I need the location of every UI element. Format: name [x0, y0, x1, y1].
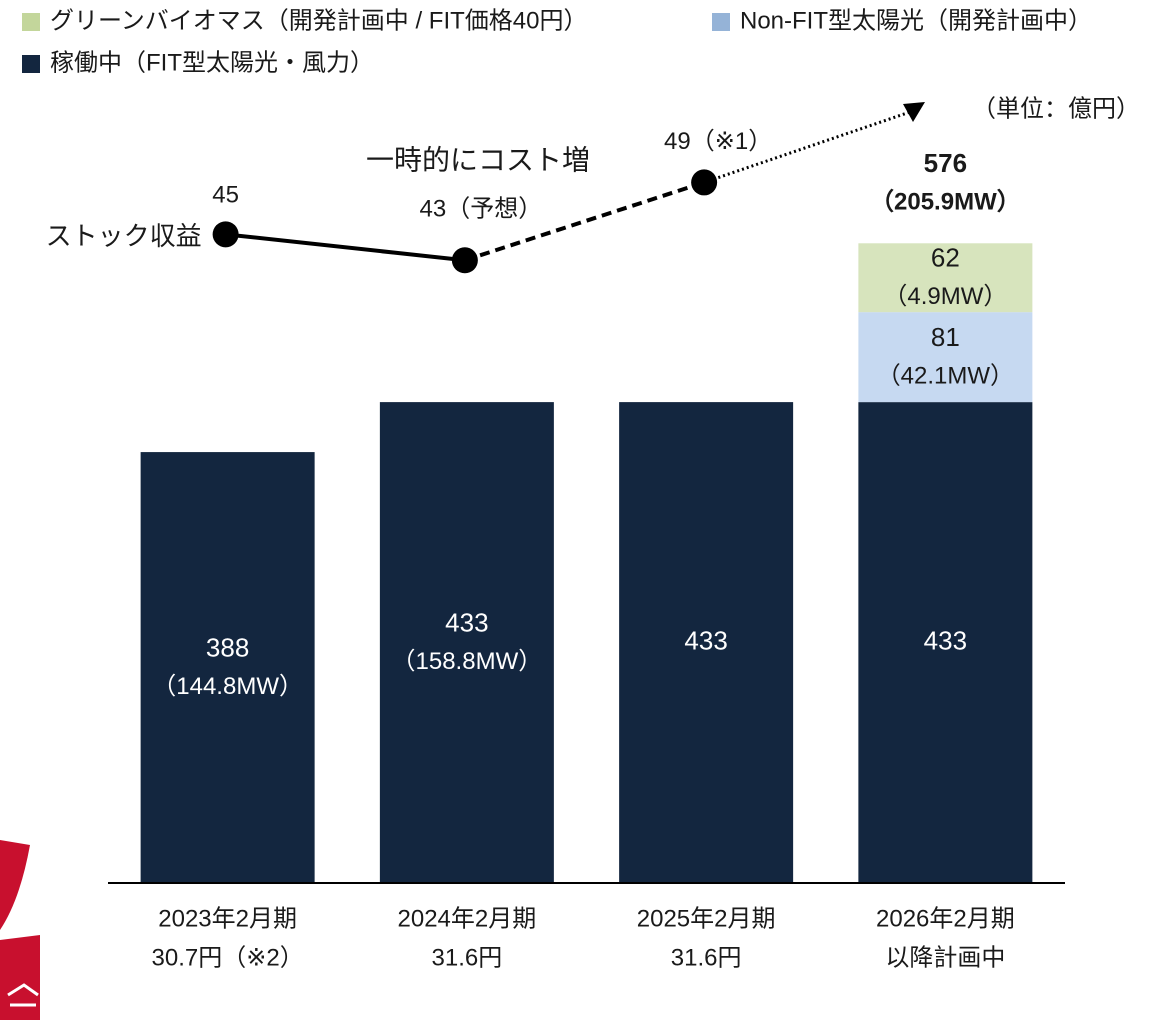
- line-segment: [464, 180, 705, 263]
- line-value-label: 43（予想）: [420, 196, 543, 223]
- line-point: [451, 247, 478, 274]
- line-segment: [225, 232, 466, 263]
- x-tick-label: 2023年2月期: [158, 905, 297, 932]
- x-tick-label: 2025年2月期: [637, 905, 776, 932]
- total-sublabel: （205.9MW）: [870, 189, 1021, 216]
- legend-label: 稼働中（FIT型太陽光・風力）: [50, 49, 374, 76]
- data-label: 388: [206, 632, 249, 662]
- bar-segment: [619, 402, 794, 883]
- line-point: [212, 221, 239, 248]
- x-tick-label: 2024年2月期: [398, 905, 537, 932]
- bar-segment: [858, 243, 1033, 313]
- bar-segment: [379, 402, 554, 883]
- data-sublabel: （4.9MW）: [883, 283, 1007, 310]
- data-label: 433: [924, 625, 967, 655]
- total-label: 576: [924, 148, 967, 178]
- data-sublabel: （158.8MW）: [392, 648, 543, 675]
- data-sublabel: （144.8MW）: [152, 673, 303, 700]
- arrow-head: [903, 102, 925, 122]
- x-tick-sublabel: 30.7円（※2）: [152, 944, 304, 971]
- data-label: 62: [931, 243, 960, 273]
- data-label: 81: [931, 322, 960, 352]
- line-value-label: 49（※1）: [664, 128, 772, 155]
- legend-swatch: [22, 55, 40, 73]
- data-label: 433: [445, 607, 488, 637]
- line-point: [691, 169, 718, 196]
- bar-segment: [140, 452, 315, 883]
- x-tick-sublabel: 31.6円: [432, 944, 503, 971]
- data-sublabel: （42.1MW）: [877, 362, 1014, 389]
- x-tick-sublabel: 以降計画中: [885, 944, 1005, 971]
- unit-label: （単位：億円）: [972, 95, 1140, 122]
- legend-label: Non-FIT型太陽光（開発計画中）: [740, 7, 1092, 34]
- data-label: 433: [684, 625, 727, 655]
- x-tick-sublabel: 31.6円: [671, 944, 742, 971]
- x-tick-label: 2026年2月期: [876, 905, 1015, 932]
- line-value-label: 45: [212, 182, 239, 209]
- legend-label: グリーンバイオマス（開発計画中 / FIT価格40円）: [50, 7, 588, 34]
- bar-segment: [858, 402, 1033, 883]
- legend-swatch: [712, 13, 730, 31]
- legend-swatch: [22, 13, 40, 31]
- bar-segment: [858, 312, 1033, 403]
- line-name: ストック収益: [46, 221, 202, 251]
- trend-arrow: [703, 110, 911, 184]
- logo: [0, 840, 40, 1020]
- line-annotation: 一時的にコスト増: [366, 144, 590, 175]
